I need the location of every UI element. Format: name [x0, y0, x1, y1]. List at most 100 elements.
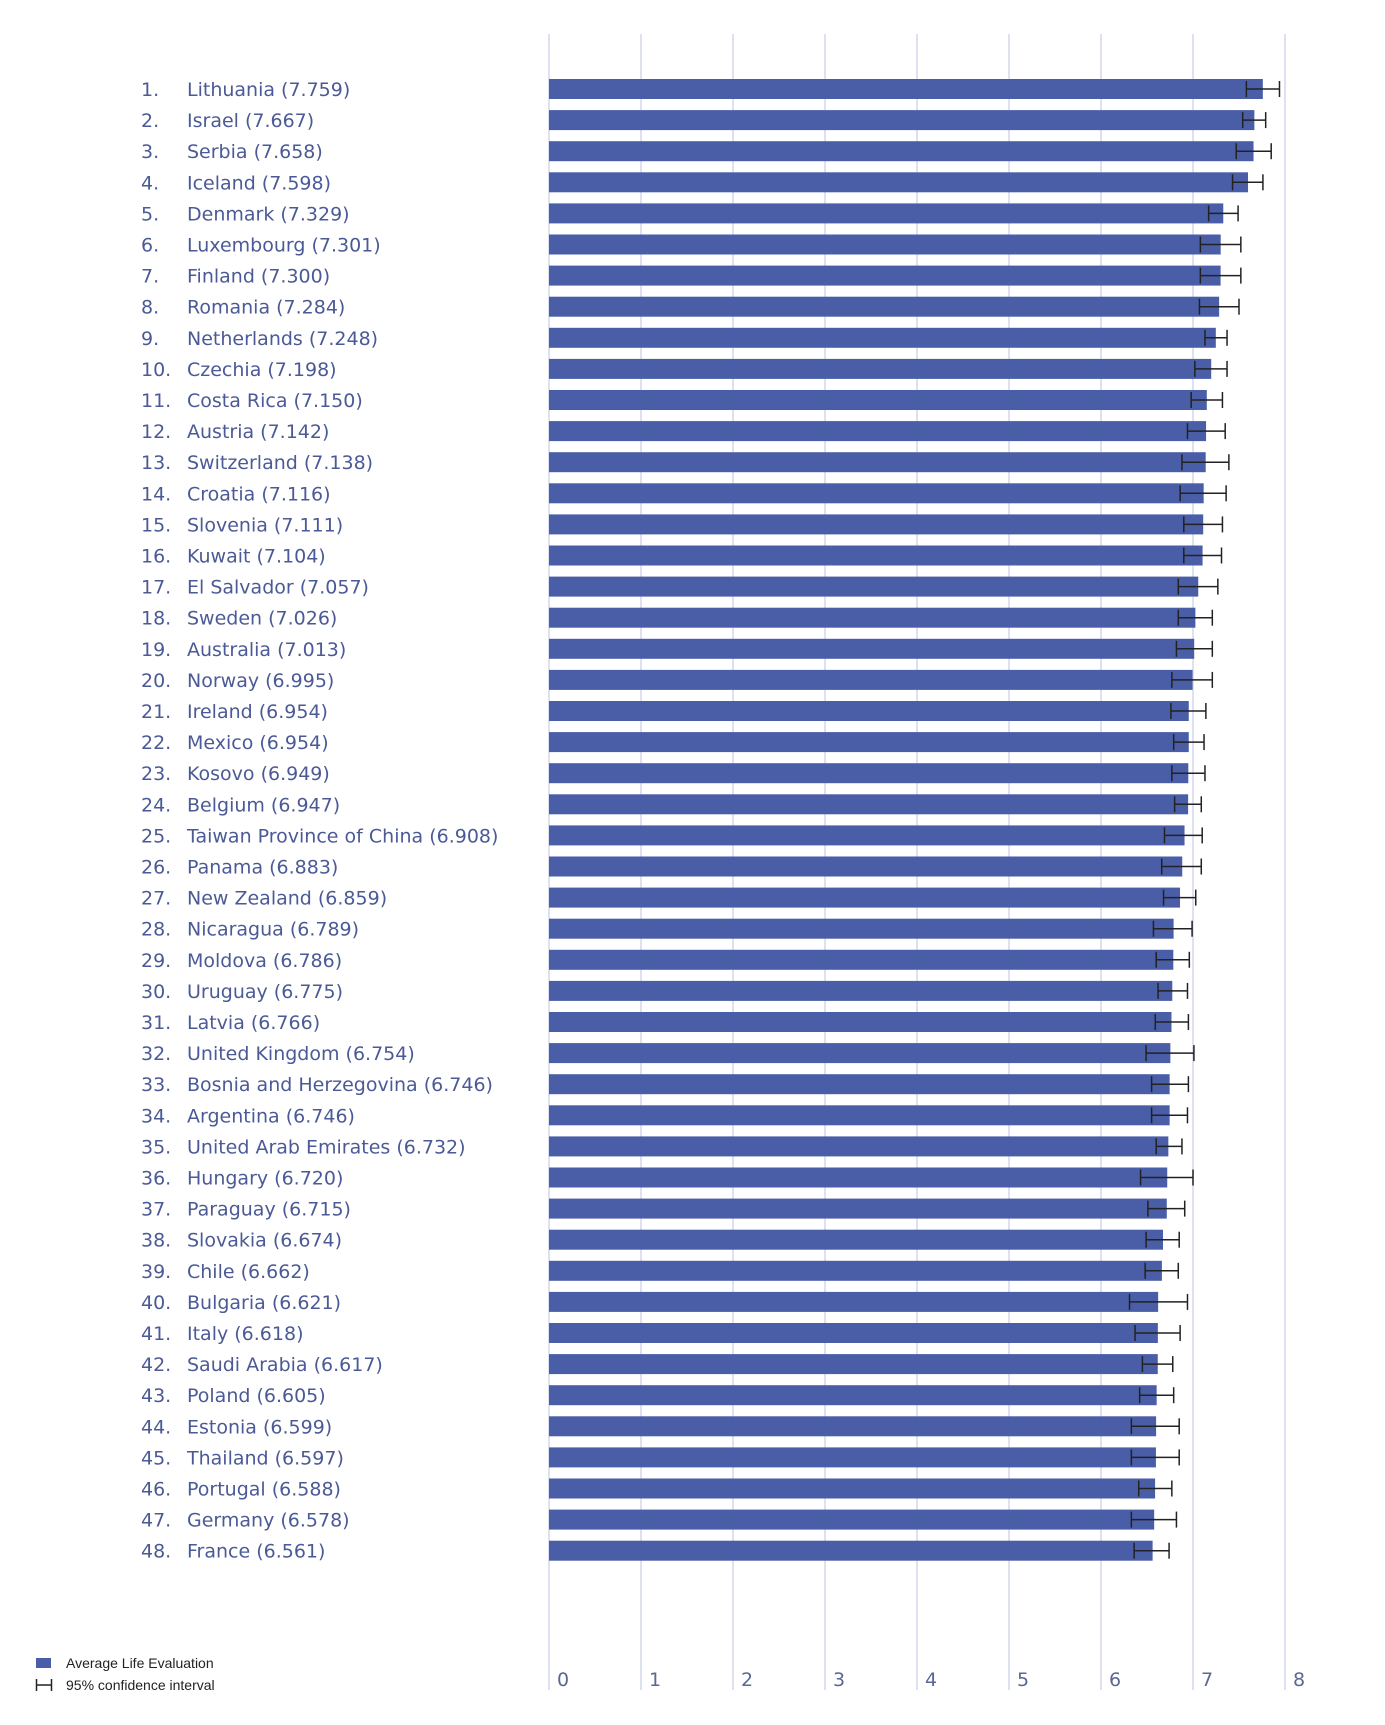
- country-label: New Zealand (6.859): [187, 888, 387, 910]
- rank-label: 6.: [141, 235, 159, 257]
- bar-row: [549, 421, 1226, 442]
- rank-label: 27.: [141, 888, 171, 910]
- rank-label: 33.: [141, 1074, 171, 1096]
- x-tick-label: 7: [1201, 1669, 1213, 1691]
- bar-row: [549, 1385, 1175, 1406]
- country-label: Panama (6.883): [187, 857, 338, 879]
- country-label: Paraguay (6.715): [187, 1199, 351, 1221]
- bar-row: [549, 576, 1219, 597]
- confidence-interval-whisker: [1183, 516, 1224, 533]
- bar-row: [549, 1323, 1181, 1343]
- rank-label: 25.: [141, 825, 171, 847]
- bar-row: [549, 1229, 1180, 1250]
- rank-label: 3.: [141, 141, 159, 163]
- bar: [549, 1260, 1162, 1281]
- country-label: Poland (6.605): [187, 1385, 326, 1407]
- country-label: Ireland (6.954): [187, 701, 328, 723]
- confidence-interval-whisker: [1138, 1387, 1175, 1404]
- bar-row: [549, 701, 1207, 721]
- country-label: Belgium (6.947): [187, 794, 340, 816]
- bar-row: [549, 1136, 1183, 1157]
- country-label: Israel (7.667): [187, 110, 314, 132]
- confidence-interval-whisker: [1190, 392, 1224, 408]
- x-tick-label: 4: [925, 1669, 937, 1691]
- confidence-interval-whisker: [1128, 1293, 1189, 1310]
- country-label: Latvia (6.766): [187, 1012, 320, 1034]
- rank-label: 45.: [141, 1447, 171, 1469]
- confidence-interval-whisker: [1162, 889, 1197, 906]
- country-label: Portugal (6.588): [187, 1479, 341, 1501]
- bar: [549, 514, 1204, 535]
- country-label: Hungary (6.720): [187, 1168, 343, 1190]
- confidence-interval-whisker: [1130, 1418, 1180, 1435]
- bar-row: [549, 1167, 1194, 1188]
- bar-row: [549, 1043, 1195, 1064]
- confidence-interval-whisker: [1144, 1262, 1180, 1279]
- bar: [549, 701, 1189, 721]
- bar-row: [549, 1260, 1180, 1281]
- bar: [549, 1385, 1157, 1406]
- bar: [549, 1229, 1164, 1250]
- rank-label: 7.: [141, 266, 159, 288]
- bar: [549, 1105, 1170, 1126]
- bar-row: [549, 763, 1206, 784]
- bar-row: [549, 203, 1239, 224]
- country-label: Switzerland (7.138): [187, 452, 373, 474]
- bar-row: [549, 1074, 1190, 1095]
- bar-row: [549, 79, 1281, 99]
- bar-row: [549, 1291, 1189, 1312]
- bar: [549, 825, 1185, 846]
- confidence-interval-whisker: [1199, 236, 1242, 253]
- country-label: Moldova (6.786): [187, 950, 342, 972]
- country-label: Czechia (7.198): [187, 359, 337, 381]
- country-label: Sweden (7.026): [187, 608, 337, 630]
- confidence-interval-whisker: [1150, 1107, 1189, 1124]
- rank-label: 13.: [141, 452, 171, 474]
- rank-label: 17.: [141, 577, 171, 599]
- bar: [549, 1416, 1157, 1437]
- country-label: Nicaragua (6.789): [187, 919, 359, 941]
- confidence-interval-whisker: [1137, 1480, 1173, 1497]
- rank-label: 4.: [141, 172, 159, 194]
- country-label: Serbia (7.658): [187, 141, 323, 163]
- confidence-interval-whisker: [1155, 951, 1191, 968]
- country-label: Germany (6.578): [187, 1510, 350, 1532]
- rank-label: 43.: [141, 1385, 171, 1407]
- country-label: Taiwan Province of China (6.908): [186, 825, 498, 847]
- confidence-interval-whisker: [1130, 1511, 1178, 1528]
- country-label: Croatia (7.116): [187, 483, 331, 505]
- confidence-interval-whisker: [1139, 1169, 1194, 1186]
- confidence-interval-whisker: [1177, 609, 1214, 626]
- rank-label: 9.: [141, 328, 159, 350]
- country-label: El Salvador (7.057): [187, 577, 369, 599]
- confidence-interval-whisker: [1183, 547, 1223, 564]
- confidence-interval-whisker: [1207, 205, 1239, 222]
- bar-row: [549, 918, 1193, 939]
- bar-row: [549, 1198, 1186, 1219]
- bar-row: [549, 110, 1267, 131]
- rank-label: 46.: [141, 1479, 171, 1501]
- rank-label: 15.: [141, 514, 171, 536]
- bar: [549, 980, 1173, 1001]
- country-label: Austria (7.142): [187, 421, 329, 443]
- country-label: Denmark (7.329): [187, 203, 350, 225]
- country-label: Estonia (6.599): [187, 1416, 332, 1438]
- country-label: Chile (6.662): [187, 1261, 310, 1283]
- confidence-interval-whisker: [1152, 920, 1193, 937]
- bar-row: [549, 234, 1242, 255]
- rank-label: 2.: [141, 110, 159, 132]
- bar: [549, 1291, 1159, 1312]
- country-label: Iceland (7.598): [187, 172, 331, 194]
- rank-label: 39.: [141, 1261, 171, 1283]
- confidence-interval-whisker: [1173, 796, 1203, 813]
- bar: [549, 1167, 1168, 1188]
- confidence-interval-whisker: [1145, 1045, 1195, 1062]
- rank-label: 28.: [141, 919, 171, 941]
- confidence-interval-whisker: [1134, 1325, 1181, 1341]
- bar-row: [549, 887, 1197, 908]
- country-label: United Arab Emirates (6.732): [187, 1136, 466, 1158]
- legend-bar-swatch: [36, 1658, 51, 1668]
- bar-row: [549, 514, 1224, 535]
- confidence-interval-whisker: [1154, 1014, 1190, 1030]
- bar: [549, 327, 1216, 348]
